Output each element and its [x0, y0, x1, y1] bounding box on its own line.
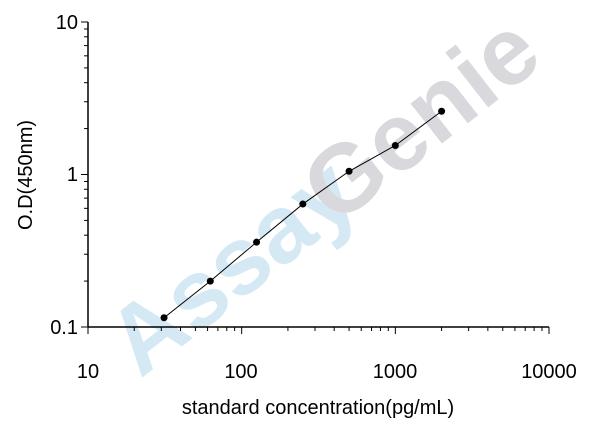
- data-point: [206, 277, 214, 285]
- data-point: [160, 314, 168, 322]
- watermark-genie: Genie: [283, 0, 559, 243]
- x-tick-label-10: 10: [77, 361, 99, 383]
- series-layer: [160, 107, 446, 322]
- watermark: Assay Genie: [87, 0, 559, 396]
- data-point: [253, 238, 261, 246]
- data-point: [345, 167, 353, 175]
- y-tick-label-0.1: 0.1: [50, 317, 78, 339]
- data-point: [438, 107, 446, 115]
- x-axis-title: standard concentration(pg/mL): [182, 397, 454, 419]
- data-point: [299, 200, 307, 208]
- y-axis-title: O.D(450nm): [15, 120, 37, 230]
- y-tick-label-10: 10: [56, 12, 78, 34]
- x-tick-label-100: 100: [224, 361, 257, 383]
- x-tick-label-10000: 10000: [521, 361, 577, 383]
- x-tick-label-1000: 1000: [373, 361, 418, 383]
- axis-ticks: [81, 21, 550, 334]
- data-point: [391, 141, 399, 149]
- y-tick-label-1: 1: [67, 164, 78, 186]
